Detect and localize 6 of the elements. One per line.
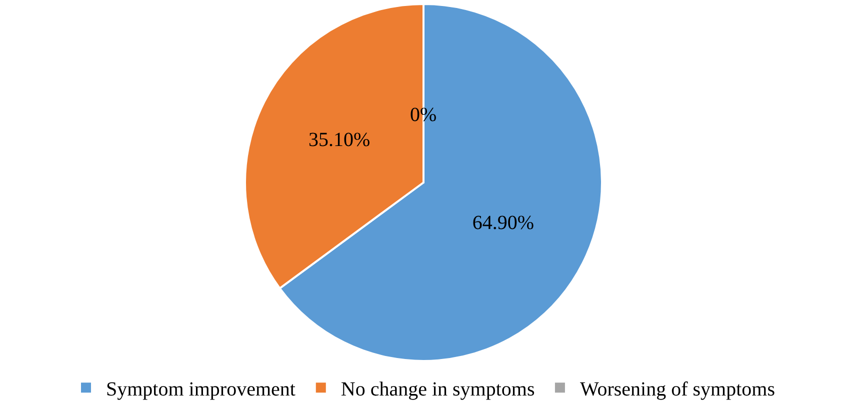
legend-label: Symptom improvement — [106, 378, 296, 400]
data-label: 35.10% — [308, 128, 370, 151]
text: 0% — [410, 104, 437, 126]
legend-label: No change in symptoms — [340, 378, 535, 400]
data-label: 64.90% — [472, 212, 534, 234]
legend-label: Worsening of symptoms — [580, 378, 776, 400]
